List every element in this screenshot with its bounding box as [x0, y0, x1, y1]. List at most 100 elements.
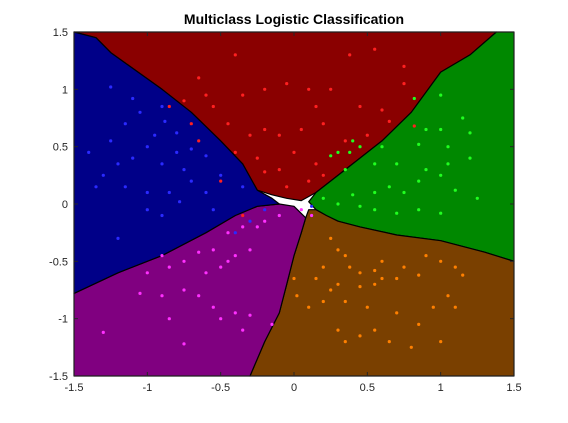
- scatter-point: [402, 82, 406, 86]
- scatter-point: [453, 305, 457, 309]
- scatter-point: [204, 271, 208, 275]
- scatter-point: [395, 311, 399, 315]
- scatter-point: [116, 162, 120, 166]
- y-axis-ticks: 1.5 1 0.5 0 -0.5 -1 -1.5: [49, 27, 514, 383]
- scatter-point: [373, 282, 377, 286]
- scatter-point: [336, 282, 340, 286]
- scatter-point: [175, 150, 179, 154]
- scatter-point: [101, 330, 105, 334]
- scatter-point: [402, 64, 406, 68]
- scatter-point: [307, 305, 311, 309]
- scatter-point: [314, 276, 318, 281]
- scatter-point: [263, 219, 267, 223]
- y-tick-label: 1.5: [53, 27, 68, 39]
- scatter-point: [233, 311, 237, 315]
- scatter-point: [197, 139, 201, 143]
- scatter-point: [101, 173, 105, 177]
- scatter-point: [255, 225, 259, 229]
- scatter-point: [439, 127, 443, 132]
- scatter-point: [431, 305, 435, 309]
- scatter-point: [241, 328, 245, 332]
- scatter-point: [277, 168, 281, 172]
- scatter-point: [189, 179, 193, 183]
- x-axis-ticks: -1.5 -1 -0.5 0 0.5 1 1.5: [65, 32, 522, 394]
- scatter-point: [380, 259, 384, 263]
- scatter-point: [348, 53, 352, 57]
- y-tick-label: 0.5: [53, 142, 68, 154]
- scatter-point: [226, 122, 230, 126]
- scatter-point: [321, 122, 325, 126]
- scatter-point: [446, 162, 450, 166]
- scatter-point: [402, 190, 406, 195]
- scatter-point: [263, 87, 267, 91]
- scatter-point: [189, 122, 193, 126]
- scatter-point: [329, 288, 333, 292]
- scatter-point: [248, 133, 252, 137]
- scatter-point: [233, 231, 237, 235]
- scatter-point: [387, 185, 391, 189]
- scatter-point: [160, 254, 164, 258]
- scatter-point: [182, 259, 186, 263]
- scatter-point: [241, 225, 245, 229]
- scatter-point: [453, 265, 457, 269]
- scatter-point: [285, 82, 289, 86]
- scatter-point: [123, 122, 127, 126]
- scatter-point: [138, 110, 142, 114]
- scatter-point: [409, 345, 413, 349]
- scatter-point: [189, 147, 193, 151]
- scatter-point: [233, 53, 237, 57]
- scatter-point: [109, 85, 113, 89]
- x-tick-label: 0: [291, 382, 297, 394]
- scatter-point: [343, 168, 347, 172]
- scatter-point: [277, 133, 281, 137]
- scatter-point: [310, 213, 314, 218]
- region-left: [73, 31, 280, 294]
- scatter-point: [314, 104, 318, 109]
- scatter-point: [351, 139, 355, 143]
- scatter-point: [395, 211, 399, 215]
- scatter-point: [446, 145, 450, 149]
- scatter-point: [233, 254, 237, 258]
- scatter-point: [167, 265, 171, 269]
- scatter-point: [395, 276, 399, 281]
- y-tick-label: -0.5: [49, 256, 68, 268]
- scatter-point: [417, 142, 421, 146]
- scatter-point: [365, 133, 369, 137]
- scatter-point: [241, 185, 245, 189]
- scatter-point: [439, 93, 443, 97]
- scatter-point: [417, 322, 421, 326]
- scatter-point: [233, 150, 237, 154]
- scatter-point: [336, 150, 340, 154]
- scatter-point: [197, 76, 201, 80]
- x-tick-label: -1: [142, 382, 152, 394]
- scatter-point: [219, 173, 223, 177]
- scatter-point: [295, 294, 299, 298]
- scatter-point: [380, 276, 384, 281]
- scatter-point: [263, 127, 267, 132]
- scatter-point: [468, 156, 472, 160]
- scatter-point: [163, 119, 167, 123]
- scatter-point: [365, 305, 369, 309]
- series-1: [321, 93, 479, 215]
- scatter-point: [358, 104, 362, 109]
- scatter-point: [475, 196, 479, 200]
- scatter-point: [348, 150, 352, 154]
- scatter-point: [145, 208, 149, 212]
- scatter-point: [417, 208, 421, 212]
- scatter-point: [87, 150, 91, 154]
- scatter-point: [123, 185, 127, 189]
- series-2: [292, 236, 465, 349]
- scatter-point: [321, 299, 325, 304]
- scatter-point: [197, 250, 201, 254]
- scatter-point: [138, 291, 142, 295]
- scatter-point: [226, 231, 230, 235]
- scatter-point: [373, 328, 377, 332]
- scatter-point: [453, 188, 457, 192]
- scatter-point: [211, 248, 215, 252]
- scatter-point: [321, 196, 325, 200]
- scatter-point: [109, 139, 113, 143]
- scatter-point: [358, 334, 362, 338]
- scatter-point: [336, 248, 340, 252]
- scatter-point: [424, 254, 428, 258]
- scatter-point: [321, 173, 325, 177]
